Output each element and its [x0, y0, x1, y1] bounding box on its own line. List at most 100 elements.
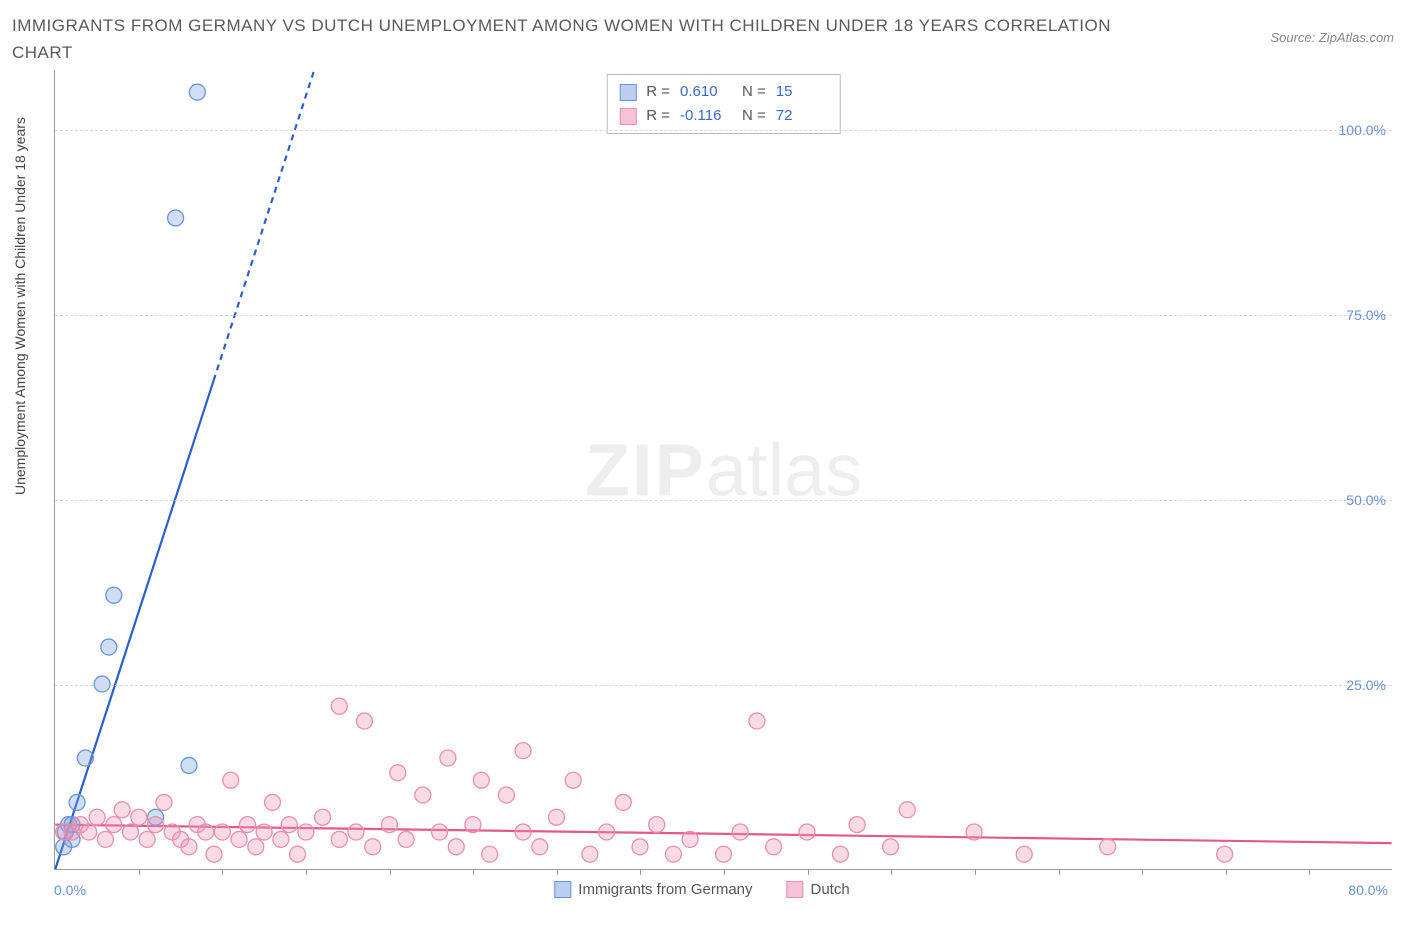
data-point-series2 [515, 824, 531, 840]
data-point-series2 [415, 787, 431, 803]
data-point-series2 [97, 832, 113, 848]
data-point-series2 [256, 824, 272, 840]
data-point-series2 [599, 824, 615, 840]
legend-item-series1: Immigrants from Germany [554, 881, 752, 898]
data-point-series2 [649, 817, 665, 833]
series2-swatch-icon [787, 881, 804, 898]
data-point-series2 [398, 832, 414, 848]
data-point-series2 [732, 824, 748, 840]
bottom-legend: Immigrants from Germany Dutch [554, 881, 849, 898]
data-point-series2 [131, 810, 147, 826]
data-point-series2 [582, 847, 598, 863]
x-tick [390, 869, 391, 875]
x-axis-max-label: 80.0% [1348, 882, 1388, 898]
legend-item-series2: Dutch [787, 881, 850, 898]
x-tick [724, 869, 725, 875]
data-point-series2 [381, 817, 397, 833]
series1-swatch-icon [554, 881, 571, 898]
data-point-series2 [632, 839, 648, 855]
data-point-series1 [77, 750, 93, 766]
data-point-series2 [365, 839, 381, 855]
data-point-series2 [223, 773, 239, 789]
data-point-series2 [239, 817, 255, 833]
series1-label: Immigrants from Germany [578, 881, 752, 898]
data-point-series2 [198, 824, 214, 840]
data-point-series2 [682, 832, 698, 848]
x-tick [1226, 869, 1227, 875]
y-tick-label: 75.0% [1346, 307, 1386, 323]
data-point-series2 [331, 832, 347, 848]
x-tick [139, 869, 140, 875]
x-tick [1059, 869, 1060, 875]
gridline-h [55, 315, 1392, 316]
x-tick [891, 869, 892, 875]
x-tick [222, 869, 223, 875]
data-point-series2 [214, 824, 230, 840]
data-point-series1 [168, 210, 184, 226]
x-tick [808, 869, 809, 875]
x-tick [1142, 869, 1143, 875]
data-point-series2 [448, 839, 464, 855]
data-point-series2 [1016, 847, 1032, 863]
chart-container: Unemployment Among Women with Children U… [12, 70, 1392, 920]
y-tick-label: 25.0% [1346, 677, 1386, 693]
data-point-series2 [473, 773, 489, 789]
data-point-series2 [883, 839, 899, 855]
data-point-series2 [966, 824, 982, 840]
gridline-h [55, 130, 1392, 131]
data-point-series2 [273, 832, 289, 848]
data-point-series2 [206, 847, 222, 863]
data-point-series2 [515, 743, 531, 759]
data-point-series2 [348, 824, 364, 840]
y-axis-label: Unemployment Among Women with Children U… [12, 117, 28, 495]
data-point-series2 [899, 802, 915, 818]
data-point-series2 [106, 817, 122, 833]
data-point-series1 [106, 588, 122, 604]
plot-area: ZIPatlas R = 0.610 N = 15 R = -0.116 N =… [54, 70, 1392, 870]
data-point-series2 [356, 713, 372, 729]
data-point-series2 [298, 824, 314, 840]
x-tick [306, 869, 307, 875]
x-tick [1309, 869, 1310, 875]
data-point-series2 [114, 802, 130, 818]
x-tick [557, 869, 558, 875]
data-point-series2 [231, 832, 247, 848]
series2-label: Dutch [811, 881, 850, 898]
data-point-series2 [440, 750, 456, 766]
data-point-series2 [123, 824, 139, 840]
gridline-h [55, 500, 1392, 501]
data-point-series1 [189, 85, 205, 101]
data-point-series2 [264, 795, 280, 811]
data-point-series2 [749, 713, 765, 729]
data-point-series2 [565, 773, 581, 789]
data-point-series2 [248, 839, 264, 855]
data-point-series2 [181, 839, 197, 855]
data-point-series2 [81, 824, 97, 840]
gridline-h [55, 685, 1392, 686]
data-point-series2 [799, 824, 815, 840]
data-point-series2 [290, 847, 306, 863]
data-point-series2 [766, 839, 782, 855]
y-tick-label: 100.0% [1339, 122, 1386, 138]
data-point-series2 [315, 810, 331, 826]
chart-title: IMMIGRANTS FROM GERMANY VS DUTCH UNEMPLO… [12, 12, 1112, 66]
data-point-series2 [548, 810, 564, 826]
data-point-series2 [615, 795, 631, 811]
source-attribution: Source: ZipAtlas.com [1270, 30, 1394, 45]
data-point-series2 [465, 817, 481, 833]
data-point-series2 [498, 787, 514, 803]
data-point-series2 [1100, 839, 1116, 855]
data-point-series2 [849, 817, 865, 833]
x-tick [640, 869, 641, 875]
data-point-series2 [148, 817, 164, 833]
data-point-series2 [1217, 847, 1233, 863]
y-tick-label: 50.0% [1346, 492, 1386, 508]
data-point-series2 [665, 847, 681, 863]
data-point-series2 [156, 795, 172, 811]
x-tick [473, 869, 474, 875]
data-point-series1 [69, 795, 85, 811]
data-point-series2 [432, 824, 448, 840]
data-point-series2 [89, 810, 105, 826]
data-point-series2 [482, 847, 498, 863]
x-axis-min-label: 0.0% [54, 882, 86, 898]
